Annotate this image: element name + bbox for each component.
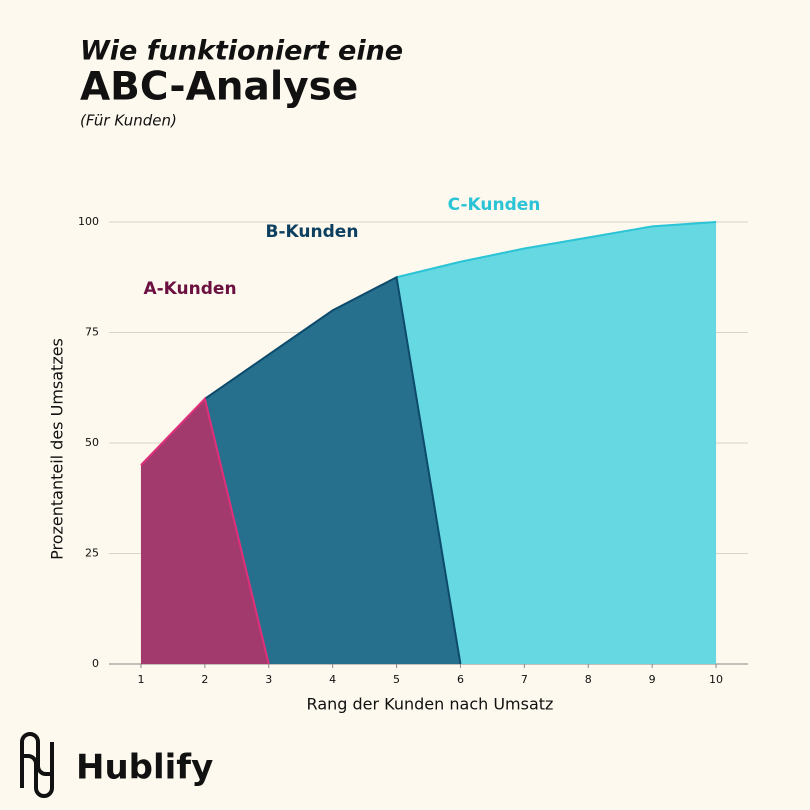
y-tick-label: 100 (78, 215, 99, 228)
logo: Hublify (20, 732, 213, 798)
area-line (396, 221, 717, 279)
y-axis-label: Prozentanteil des Umsatzes (48, 338, 67, 560)
kicker: Wie funktioniert eine (80, 36, 403, 67)
area (204, 277, 461, 664)
area (396, 222, 717, 664)
x-tick-label: 6 (457, 673, 464, 686)
series-label: A-Kunden (143, 279, 236, 299)
y-tick-label: 50 (85, 436, 99, 449)
area-line (140, 396, 270, 665)
y-tick-label: 25 (85, 547, 99, 560)
x-tick-label: 10 (709, 673, 723, 686)
x-tick-label: 2 (201, 673, 208, 686)
x-tick-label: 4 (329, 673, 336, 686)
series-label: B-Kunden (266, 222, 359, 242)
x-tick-label: 5 (393, 673, 400, 686)
brand: Hublify (76, 748, 213, 788)
subtitle: (Für Kunden) (80, 112, 177, 130)
y-tick-label: 75 (85, 326, 99, 339)
x-tick-label: 8 (585, 673, 592, 686)
logo-icon (20, 732, 54, 798)
series-label: C-Kunden (448, 195, 541, 215)
x-tick-label: 9 (649, 673, 656, 686)
y-tick-label: 0 (92, 657, 99, 670)
x-tick-label: 7 (521, 673, 528, 686)
area-line (204, 275, 462, 665)
chart-title: ABC-Analyse (80, 65, 358, 110)
x-tick-label: 3 (265, 673, 272, 686)
x-axis-label: Rang der Kunden nach Umsatz (307, 695, 554, 714)
x-tick-label: 1 (137, 673, 144, 686)
area (140, 398, 269, 664)
